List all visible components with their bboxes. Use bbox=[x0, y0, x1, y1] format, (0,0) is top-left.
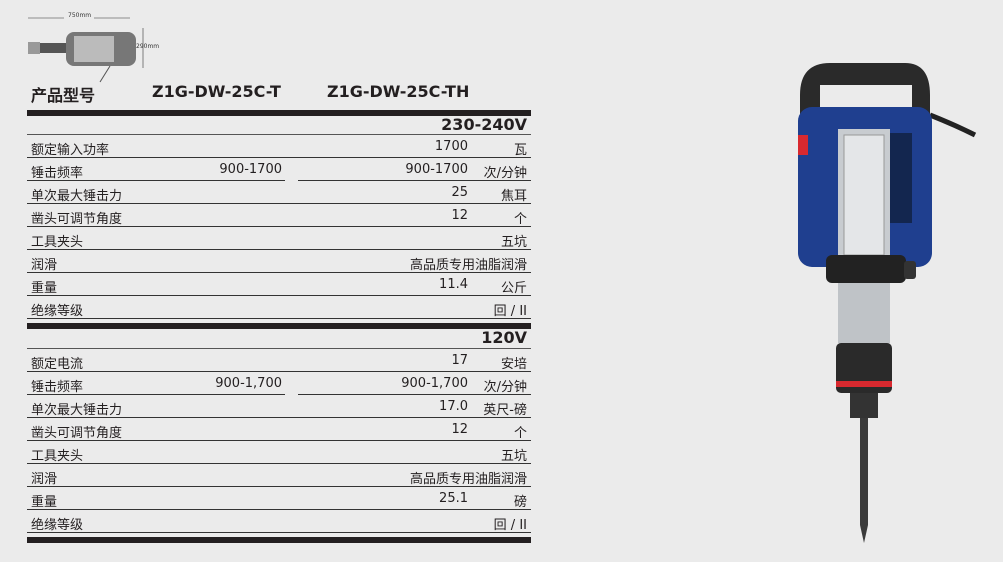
spec-value-model-2: 25 bbox=[451, 185, 468, 200]
divider-bar bbox=[27, 537, 531, 543]
demolition-hammer-outline-icon bbox=[28, 17, 144, 83]
spec-value-model-1: 900-1,700 bbox=[215, 376, 282, 391]
spec-value-model-2: 17 bbox=[451, 353, 468, 368]
spec-unit: 五坑 bbox=[500, 449, 527, 464]
model-1: Z1G-DW-25C-T bbox=[152, 82, 281, 101]
spec-value-model-2: 12 bbox=[451, 422, 468, 437]
voltage-heading: 230-240V bbox=[27, 115, 531, 135]
model-2: Z1G-DW-25C-TH bbox=[327, 82, 470, 101]
spec-value-model-2: 11.4 bbox=[439, 277, 468, 292]
spec-unit: 次/分钟 bbox=[483, 380, 527, 395]
spec-unit: 瓦 bbox=[513, 143, 527, 158]
spec-value-model-2: 1700 bbox=[434, 139, 468, 154]
spec-unit: 个 bbox=[513, 212, 527, 227]
spec-label: 锤击频率 bbox=[31, 380, 84, 395]
divider-bar bbox=[27, 323, 531, 329]
product-image-demolition-hammer bbox=[780, 55, 980, 550]
spec-label: 绝缘等级 bbox=[31, 304, 84, 319]
spec-unit: 英尺-磅 bbox=[483, 403, 527, 418]
spec-row: 单次最大锤击力 17.0 英尺-磅 bbox=[27, 395, 531, 418]
spec-row: 额定输入功率 1700 瓦 bbox=[27, 135, 531, 158]
spec-row: 润滑 高品质专用油脂润滑 bbox=[27, 250, 531, 273]
spec-row: 绝缘等级 回 / II bbox=[27, 510, 531, 533]
spec-label: 单次最大锤击力 bbox=[31, 189, 123, 204]
spec-value-model-2: 900-1700 bbox=[405, 162, 468, 177]
spec-label: 单次最大锤击力 bbox=[31, 403, 123, 418]
spec-label: 额定输入功率 bbox=[31, 143, 110, 158]
spec-label: 锤击频率 bbox=[31, 166, 84, 181]
spec-unit: 回 / II bbox=[493, 518, 527, 533]
spec-label: 工具夹头 bbox=[31, 449, 84, 464]
spec-row: 锤击频率 900-1700 900-1700 次/分钟 bbox=[27, 158, 531, 181]
spec-unit: 磅 bbox=[513, 495, 527, 510]
spec-unit: 个 bbox=[513, 426, 527, 441]
spec-row: 工具夹头 五坑 bbox=[27, 441, 531, 464]
spec-unit: 回 / II bbox=[493, 304, 527, 319]
spec-unit: 次/分钟 bbox=[483, 166, 527, 181]
spec-label: 重量 bbox=[31, 281, 58, 296]
spec-unit: 高品质专用油脂润滑 bbox=[409, 258, 527, 273]
spec-label: 工具夹头 bbox=[31, 235, 84, 250]
spec-label: 凿头可调节角度 bbox=[31, 212, 123, 227]
spec-unit: 安培 bbox=[500, 357, 527, 372]
spec-label: 额定电流 bbox=[31, 357, 84, 372]
spec-row: 凿头可调节角度 12 个 bbox=[27, 418, 531, 441]
spec-row: 额定电流 17 安培 bbox=[27, 349, 531, 372]
spec-unit: 五坑 bbox=[500, 235, 527, 250]
spec-unit: 高品质专用油脂润滑 bbox=[409, 472, 527, 487]
spec-row: 重量 25.1 磅 bbox=[27, 487, 531, 510]
model-header: 产品型号 Z1G-DW-25C-T Z1G-DW-25C-TH bbox=[27, 80, 531, 106]
spec-label: 润滑 bbox=[31, 472, 58, 487]
spec-label: 润滑 bbox=[31, 258, 58, 273]
spec-label: 凿头可调节角度 bbox=[31, 426, 123, 441]
spec-row: 单次最大锤击力 25 焦耳 bbox=[27, 181, 531, 204]
tool-dimension-diagram: 750mm 290mm bbox=[24, 10, 164, 85]
height-dimension: 290mm bbox=[136, 43, 160, 50]
model-label: 产品型号 bbox=[31, 86, 96, 105]
spec-value-model-1: 900-1700 bbox=[219, 162, 282, 177]
length-dimension: 750mm bbox=[68, 12, 92, 19]
spec-row: 锤击频率 900-1,700 900-1,700 次/分钟 bbox=[27, 372, 531, 395]
voltage-heading: 120V bbox=[27, 328, 531, 349]
spec-unit: 公斤 bbox=[500, 281, 527, 296]
spec-value-model-2: 900-1,700 bbox=[401, 376, 468, 391]
spec-label: 绝缘等级 bbox=[31, 518, 84, 533]
spec-row: 凿头可调节角度 12 个 bbox=[27, 204, 531, 227]
spec-row: 绝缘等级 回 / II bbox=[27, 296, 531, 319]
divider-bar bbox=[27, 110, 531, 116]
spec-label: 重量 bbox=[31, 495, 58, 510]
spec-value-model-2: 25.1 bbox=[439, 491, 468, 506]
spec-value-model-2: 17.0 bbox=[439, 399, 468, 414]
spec-row: 工具夹头 五坑 bbox=[27, 227, 531, 250]
spec-unit: 焦耳 bbox=[500, 189, 527, 204]
spec-value-model-2: 12 bbox=[451, 208, 468, 223]
spec-row: 润滑 高品质专用油脂润滑 bbox=[27, 464, 531, 487]
spec-row: 重量 11.4 公斤 bbox=[27, 273, 531, 296]
